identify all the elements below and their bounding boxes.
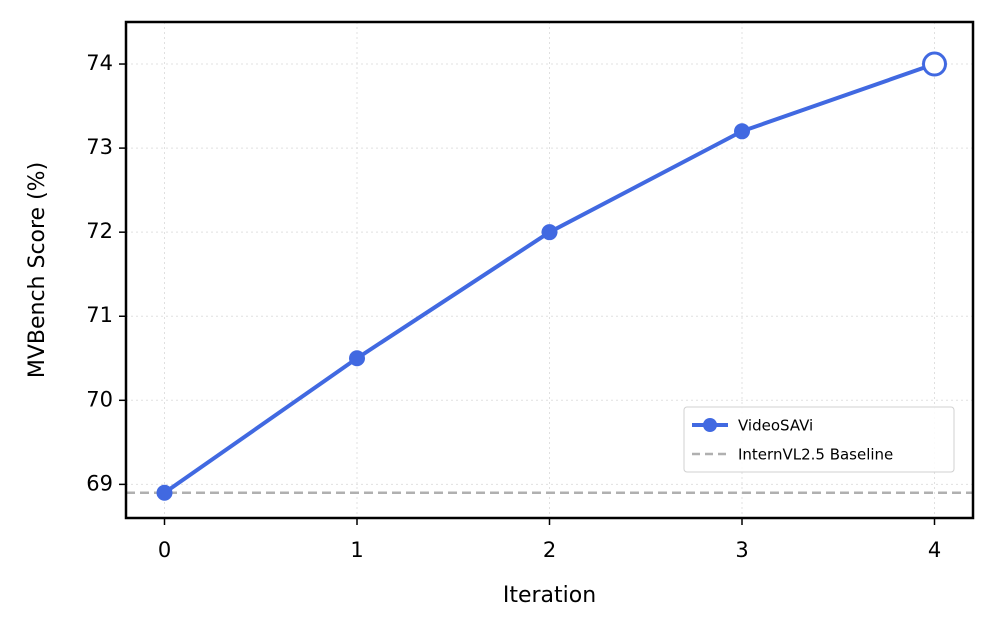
y-tick-label: 70 [86,387,113,411]
data-point [922,51,947,77]
x-axis-label: Iteration [503,583,596,608]
x-tick-label: 1 [350,538,363,562]
y-tick-label: 69 [86,471,113,495]
legend-box [683,406,955,473]
legend-marker [703,418,717,432]
x-tick-label: 2 [543,538,556,562]
x-tick-label: 0 [158,538,171,562]
y-axis-label: MVBench Score (%) [25,162,50,378]
data-point [541,224,558,241]
y-tick-label: 72 [86,219,113,243]
y-tick-label: 73 [86,135,113,159]
data-point [734,123,750,140]
x-tick-label: 4 [928,538,941,562]
data-point [349,350,365,367]
legend: VideoSAVi InternVL2.5 Baseline [683,406,955,473]
x-tick-label: 3 [735,538,748,562]
plot-frame [124,20,975,520]
legend-label: VideoSAVi [738,417,813,435]
y-tick-label: 71 [86,303,113,327]
y-tick-label: 74 [86,51,113,75]
legend-label: InternVL2.5 Baseline [738,446,893,464]
data-point [156,484,173,501]
